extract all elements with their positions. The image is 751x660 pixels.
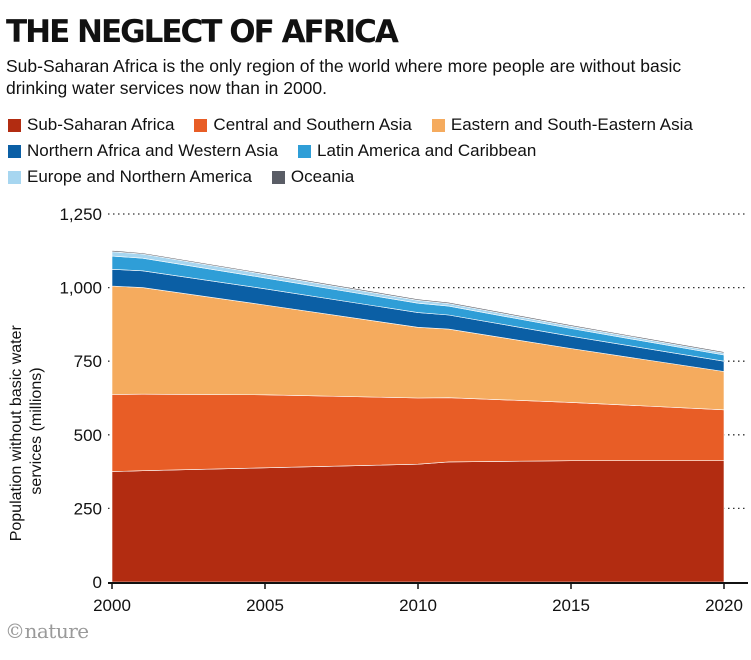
y-axis-label-line-1: Population without basic water: [8, 324, 25, 541]
nature-credit: ©nature: [5, 619, 89, 643]
x-tick-label: 2015: [552, 596, 590, 615]
legend-row: Sub-Saharan Africa Central and Southern A…: [8, 113, 748, 139]
legend-label: Central and Southern Asia: [213, 115, 412, 134]
legend-item-central-southern-asia: Central and Southern Asia: [194, 113, 412, 137]
chart-subtitle: Sub-Saharan Africa is the only region of…: [6, 56, 682, 98]
legend-row: Europe and Northern America Oceania: [8, 165, 748, 191]
legend-swatch: [431, 118, 445, 132]
area-sub-saharan-africa: [111, 460, 725, 583]
legend-item-latin-america-caribbean: Latin America and Caribbean: [298, 139, 536, 163]
x-tick-label: 2005: [246, 596, 284, 615]
legend-item-northern-africa-western-asia: Northern Africa and Western Asia: [8, 139, 278, 163]
y-tick-label: 1,000: [59, 279, 102, 298]
area-oceania: [111, 250, 725, 354]
x-tick-label: 2010: [399, 596, 437, 615]
legend: Sub-Saharan Africa Central and Southern A…: [8, 113, 748, 191]
legend-label: Latin America and Caribbean: [317, 141, 537, 160]
area-central-and-southern-asia: [111, 393, 725, 472]
legend-item-sub-saharan-africa: Sub-Saharan Africa: [8, 113, 174, 137]
legend-label: Europe and Northern America: [27, 167, 252, 186]
y-tick-label: 1,250: [59, 205, 102, 224]
y-tick-label: 250: [74, 499, 102, 518]
legend-swatch: [8, 144, 21, 158]
legend-item-oceania: Oceania: [271, 165, 355, 189]
legend-label: Northern Africa and Western Asia: [27, 141, 279, 160]
y-tick-label: 0: [93, 573, 102, 592]
legend-swatch: [298, 144, 312, 158]
y-axis-label-line-2: services (millions): [28, 367, 45, 494]
legend-swatch: [8, 118, 21, 132]
x-tick-label: 2000: [93, 596, 131, 615]
axes: 0 250 500 750 1,000 1,250 2000 2005 2010 2015 2020: [59, 205, 748, 615]
legend-label: Eastern and South-Eastern Asia: [450, 115, 693, 134]
legend-label: Oceania: [290, 167, 355, 186]
area-series: [111, 250, 725, 583]
legend-item-eastern-south-eastern-asia: Eastern and South-Eastern Asia: [431, 113, 693, 137]
legend-row: Northern Africa and Western Asia Latin Am…: [8, 139, 748, 165]
legend-item-europe-northern-america: Europe and Northern America: [8, 165, 252, 189]
y-tick-label: 750: [74, 352, 102, 371]
legend-swatch: [194, 118, 208, 132]
y-axis-label: Population without basic water services …: [8, 321, 45, 542]
legend-swatch: [271, 170, 285, 184]
y-tick-label: 500: [74, 426, 102, 445]
x-tick-label: 2020: [705, 596, 743, 615]
legend-swatch: [8, 170, 21, 184]
chart-title: THE NEGLECT OF AFRICA: [6, 14, 399, 50]
legend-label: Sub-Saharan Africa: [27, 115, 175, 134]
